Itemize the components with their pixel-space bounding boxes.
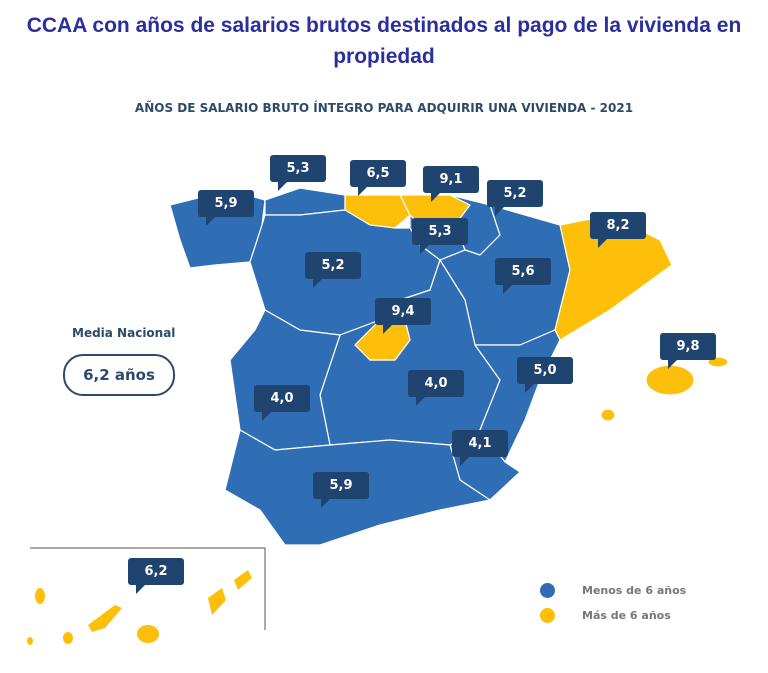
value-label-galicia: 5,9 [198,190,254,226]
region-mallorca [645,364,695,396]
value-label-andalucia: 5,9 [313,472,369,508]
value-label-cataluna: 8,2 [590,212,646,248]
legend-dot-yellow [540,608,555,623]
region-canarias [27,570,252,645]
legend-label: Menos de 6 años [582,584,687,597]
page-title: CCAA con años de salarios brutos destina… [26,14,742,68]
value-label-castilla-leon: 5,2 [305,252,361,288]
value-label-murcia: 4,1 [452,430,508,466]
value-label-aragon: 5,6 [495,258,551,294]
region-ibiza [600,408,616,422]
value-label-pais-vasco: 9,1 [423,166,479,202]
legend-label: Más de 6 años [582,609,671,622]
map-subtitle: AÑOS DE SALARIO BRUTO ÍNTEGRO PARA ADQUI… [134,101,634,115]
value-label-asturias: 5,3 [270,155,326,191]
value-label-rioja: 5,3 [412,218,468,254]
canarias-inset-border [30,547,266,630]
value-label-valencia: 5,0 [517,357,573,393]
value-label-canarias: 6,2 [128,558,184,594]
value-label-navarra: 5,2 [487,180,543,216]
value-label-cantabria: 6,5 [350,160,406,196]
value-label-madrid: 9,4 [375,298,431,334]
media-nacional-label: Media Nacional [72,326,176,340]
value-label-extremadura: 4,0 [254,385,310,421]
value-label-castilla-mancha: 4,0 [408,370,464,406]
media-nacional-value: 6,2 años [63,354,175,396]
value-label-baleares: 9,8 [660,333,716,369]
legend-dot-blue [540,583,555,598]
